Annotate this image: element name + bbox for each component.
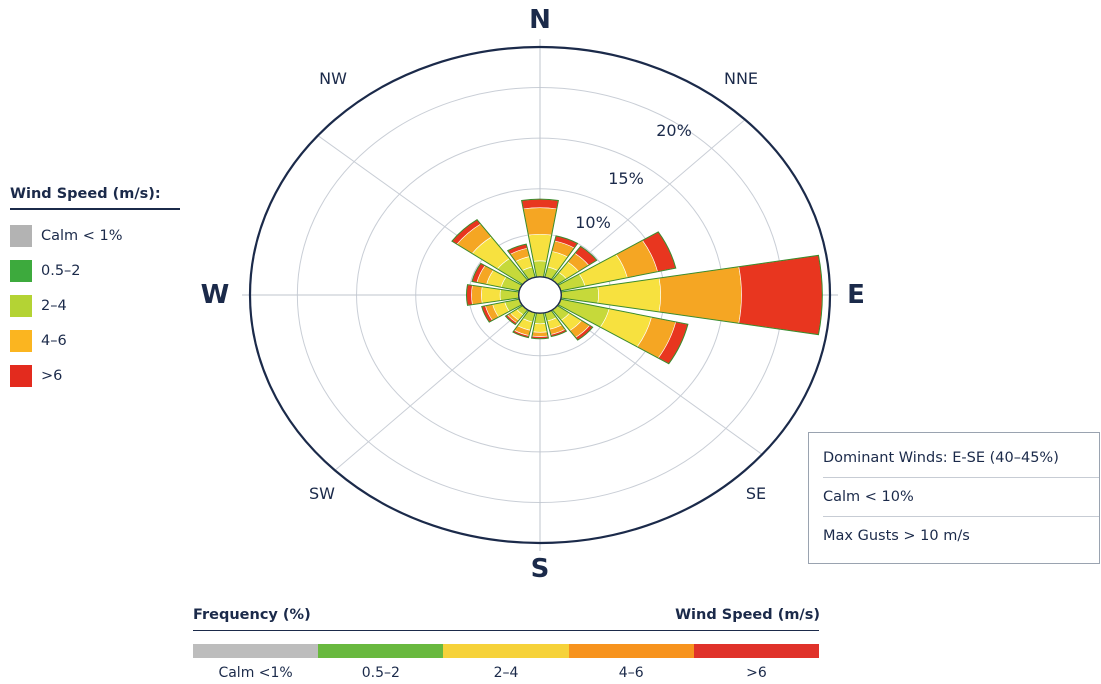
scale-segment-gt-6 — [693, 644, 820, 658]
compass-label-nw: NW — [319, 69, 347, 88]
petal-outline — [531, 312, 549, 340]
summary-box: Dominant Winds: E-SE (40–45%) Calm < 10%… — [808, 432, 1100, 564]
petal-sw — [504, 305, 529, 326]
calm-center — [517, 276, 563, 314]
scale-label: 2–4 — [493, 665, 519, 681]
rose-petals — [451, 198, 823, 365]
compass-label-e: E — [847, 280, 865, 310]
petal-outline — [512, 310, 536, 339]
petal-segment — [522, 207, 558, 236]
dominant-winds-text: Dominant Winds: E-SE (40–45%) — [823, 439, 1099, 478]
compass-label-n: N — [529, 5, 551, 35]
petal-segment — [738, 255, 823, 335]
compass-label-se: SE — [746, 484, 766, 503]
scale-segment-calm — [193, 644, 319, 658]
compass-label-nne: NNE — [724, 69, 758, 88]
legend-title: Wind Speed (m/s): — [10, 186, 161, 202]
petal-outline — [504, 305, 528, 326]
petal-segment — [527, 233, 553, 262]
petal-outline — [560, 254, 823, 336]
legend-label: Calm < 1% — [41, 227, 123, 244]
legend-item-calm: Calm < 1% — [10, 218, 180, 253]
legend-item-0-5-2: 0.5–2 — [10, 253, 180, 288]
legend-label: 0.5–2 — [41, 262, 81, 279]
petal-outline — [552, 305, 594, 341]
frequency-title: Frequency (%) — [193, 607, 311, 623]
scale-labels: Calm <1% 0.5–2 2–4 4–6 >6 — [193, 665, 819, 681]
petal-outline — [471, 262, 523, 292]
legend-swatch — [10, 329, 32, 352]
petal-outline — [481, 298, 523, 323]
legend-swatch — [10, 364, 32, 387]
petal-segment — [471, 285, 483, 305]
petal-outline — [544, 310, 568, 338]
petal-outline — [451, 218, 528, 285]
outer-ring — [248, 45, 832, 545]
radial-label: 10% — [575, 213, 611, 232]
max-gusts-text: Max Gusts > 10 m/s — [823, 528, 970, 544]
calm-text: Calm < 10% — [823, 478, 1099, 517]
petal-segment — [658, 266, 742, 324]
compass-label-sw: SW — [309, 484, 335, 503]
petal-ese — [557, 298, 689, 365]
petal-segment — [597, 277, 661, 313]
petal-nw — [451, 218, 529, 285]
scale-label: Calm <1% — [218, 665, 293, 681]
petal-outline — [557, 231, 677, 292]
petal-se — [551, 305, 594, 341]
petal-outline — [506, 243, 536, 280]
legend-swatch — [10, 224, 32, 247]
legend-item-2-4: 2–4 — [10, 288, 180, 323]
wind-speed-legend: Wind Speed (m/s): Calm < 1% 0.5–2 2–4 4–… — [10, 186, 180, 393]
compass-label-s: S — [531, 554, 550, 584]
legend-item-gt-6: >6 — [10, 358, 180, 393]
legend-divider — [10, 208, 180, 210]
radial-label: 20% — [656, 121, 692, 140]
petal-segment — [532, 323, 548, 333]
petal-wsw — [481, 298, 523, 323]
legend-swatch — [10, 259, 32, 282]
scale-label: >6 — [746, 665, 767, 681]
legend-label: 2–4 — [41, 297, 67, 314]
wind-speed-scale-title: Wind Speed (m/s) — [675, 607, 820, 623]
petal-ne — [551, 245, 598, 285]
petal-e — [560, 254, 823, 336]
petal-n — [521, 198, 559, 278]
petal-ene — [557, 231, 677, 292]
radial-label: 15% — [608, 169, 644, 188]
scale-label: 0.5–2 — [361, 665, 400, 681]
petal-ssw — [512, 310, 536, 339]
scale-segment-4-6 — [568, 644, 694, 658]
scale-segment-0-5-2 — [318, 644, 444, 658]
petal-outline — [521, 198, 559, 278]
petal-wnw — [471, 262, 523, 292]
petal-w — [465, 284, 520, 306]
legend-label: 4–6 — [41, 332, 67, 349]
petal-outline — [465, 284, 520, 306]
legend-item-4-6: 4–6 — [10, 323, 180, 358]
petal-s — [531, 312, 549, 340]
petal-nnw — [506, 243, 536, 280]
petal-segment — [531, 331, 549, 337]
petal-outline — [544, 235, 579, 280]
petal-outline — [557, 298, 689, 365]
legend-swatch — [10, 294, 32, 317]
compass-label-w: W — [201, 280, 230, 310]
petal-outline — [552, 245, 598, 285]
petal-segment — [521, 198, 559, 210]
wind-speed-color-scale — [193, 644, 820, 658]
legend-label: >6 — [41, 367, 63, 384]
scale-divider — [193, 630, 819, 631]
scale-label: 4–6 — [618, 665, 644, 681]
scale-segment-2-4 — [443, 644, 569, 658]
